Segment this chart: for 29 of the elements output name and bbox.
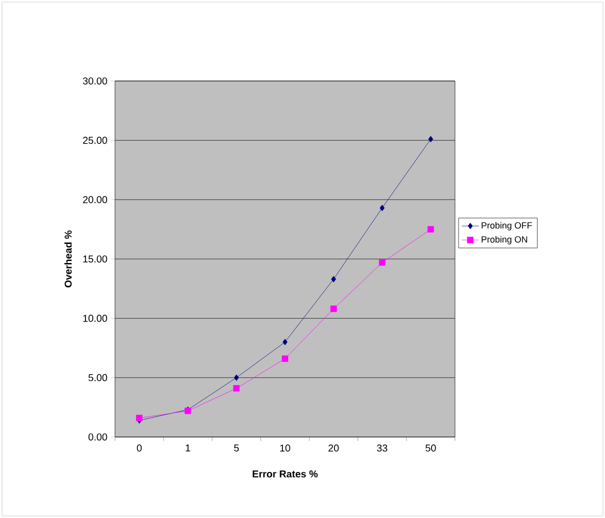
y-tick-label: 20.00 xyxy=(83,196,108,204)
point xyxy=(428,136,434,142)
y-tick-label: 5.00 xyxy=(88,374,108,382)
point xyxy=(331,276,336,282)
point xyxy=(282,355,288,362)
point xyxy=(380,204,385,212)
x-tick-label: 5 xyxy=(234,444,239,452)
point xyxy=(428,226,434,233)
y-tick-label: 30.00 xyxy=(82,77,108,85)
point xyxy=(234,374,239,381)
x-axis-title: Error Rates % xyxy=(252,470,318,478)
point xyxy=(330,306,337,312)
point xyxy=(233,385,240,392)
y-tick-label: 10.00 xyxy=(83,314,108,322)
legend-label: Probing ON xyxy=(482,236,528,244)
x-tick-label: 0 xyxy=(136,444,142,452)
point xyxy=(378,259,386,266)
point xyxy=(282,338,288,346)
point xyxy=(136,414,142,422)
y-tick-label: 15.00 xyxy=(83,255,108,263)
x-tick-label: 50 xyxy=(426,444,436,452)
legend-label: Probing OFF xyxy=(482,222,532,230)
x-tick-label: 20 xyxy=(328,444,339,452)
x-tick-label: 33 xyxy=(376,444,388,452)
x-tick-label: 1 xyxy=(186,444,190,452)
x-tick-label: 10 xyxy=(280,444,290,452)
y-axis-title: Overhead % xyxy=(64,230,72,288)
y-tick-label: 25.00 xyxy=(83,136,108,144)
y-tick-label: 0.00 xyxy=(88,433,108,441)
